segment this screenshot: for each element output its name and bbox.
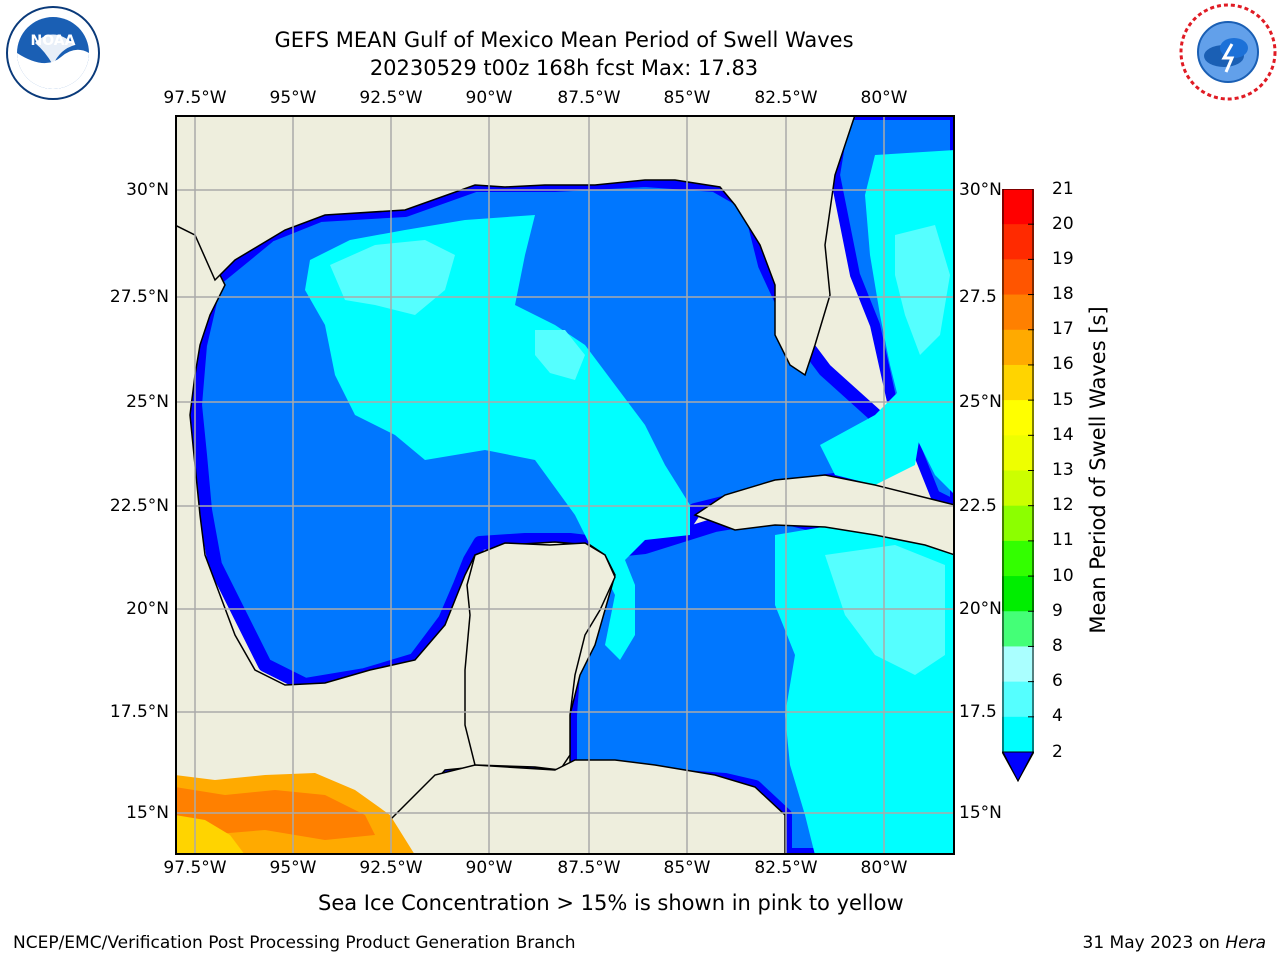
bahamas-cyan <box>820 385 925 485</box>
lat-label-left: 20°N <box>126 599 169 619</box>
colorbar-band <box>1002 294 1034 331</box>
colorbar-band <box>1002 259 1034 296</box>
colorbar-tick: 11 <box>1052 530 1074 550</box>
lat-label-left: 22.5°N <box>109 496 169 516</box>
colorbar-bands <box>1001 188 1035 783</box>
lon-label-top: 90°W <box>465 88 513 108</box>
lat-label-left: 25°N <box>126 392 169 412</box>
colorbar-frame <box>1002 188 1034 783</box>
lon-label-bottom: 92.5°W <box>359 858 423 878</box>
colorbar-band <box>1002 716 1034 753</box>
yucatan-land <box>464 542 616 771</box>
map-subtitle: 20230529 t00z 168h fcst Max: 17.83 <box>369 56 759 80</box>
colorbar-tick: 20 <box>1052 214 1074 234</box>
pacific-field-yellow <box>175 815 245 855</box>
lon-label-top: 82.5°W <box>754 88 818 108</box>
colorbar-band <box>1002 224 1034 260</box>
lon-label-bottom: 80°W <box>860 858 908 878</box>
lat-label-right: 25°N <box>959 392 1002 412</box>
colorbar-tick: 2 <box>1052 742 1063 762</box>
lat-label-right: 30°N <box>959 180 1002 200</box>
map-canvas <box>175 115 955 855</box>
map-gridlines <box>175 115 955 855</box>
colorbar-tick: 4 <box>1052 706 1063 726</box>
colorbar-band <box>1002 646 1034 683</box>
central-america-land <box>353 759 786 855</box>
lat-label-left: 17.5°N <box>109 702 169 722</box>
colorbar-band <box>1002 540 1034 577</box>
colorbar-band <box>1002 470 1034 507</box>
lat-label-left: 15°N <box>126 803 169 823</box>
colorbar-band <box>1002 364 1034 401</box>
lon-label-top: 87.5°W <box>557 88 621 108</box>
lon-label-top: 97.5°W <box>163 88 227 108</box>
atlantic-light-cyan <box>895 225 950 355</box>
colorbar-band <box>1002 681 1034 718</box>
colorbar-tick: 21 <box>1052 179 1074 199</box>
lon-label-bottom: 85°W <box>663 858 711 878</box>
colorbar-band <box>1002 576 1034 612</box>
lat-label-right: 22.5 <box>959 496 997 516</box>
lat-label-right: 17.5 <box>959 702 997 722</box>
footer-date-text: 31 May 2023 on <box>1082 933 1226 953</box>
colorbar-tick: 8 <box>1052 636 1063 656</box>
colorbar-band <box>1002 329 1034 366</box>
lat-label-right: 15°N <box>959 803 1002 823</box>
caribbean-light-cyan <box>825 545 945 675</box>
lon-label-bottom: 82.5°W <box>754 858 818 878</box>
colorbar-band <box>1002 505 1034 542</box>
map-title: GEFS MEAN Gulf of Mexico Mean Period of … <box>274 28 854 52</box>
lon-label-top: 85°W <box>663 88 711 108</box>
lat-label-left: 27.5°N <box>109 287 169 307</box>
svg-text:NOAA: NOAA <box>31 33 76 49</box>
lon-label-top: 92.5°W <box>359 88 423 108</box>
colorbar-tick: 16 <box>1052 354 1074 374</box>
colorbar-band <box>1002 435 1034 471</box>
us-gulf-coast-land <box>175 115 955 377</box>
colorbar-band <box>1002 189 1034 225</box>
footer-host: Hera <box>1225 933 1266 953</box>
lon-label-top: 95°W <box>269 88 317 108</box>
sea-ice-caption: Sea Ice Concentration > 15% is shown in … <box>318 891 904 915</box>
colorbar-tick: 15 <box>1052 390 1074 410</box>
colorbar-tick: 10 <box>1052 566 1074 586</box>
colorbar-tick: 13 <box>1052 460 1074 480</box>
map-panel <box>175 115 955 855</box>
colorbar-band <box>1002 611 1034 647</box>
colorbar-tick: 9 <box>1052 601 1063 621</box>
gulf-light-cyan-patch <box>535 330 585 380</box>
lon-label-bottom: 97.5°W <box>163 858 227 878</box>
colorbar-tick: 6 <box>1052 671 1063 691</box>
footer-date: 31 May 2023 on Hera <box>1083 933 1267 953</box>
nws-logo <box>1178 2 1278 102</box>
lon-label-bottom: 95°W <box>269 858 317 878</box>
map-frame <box>175 115 955 855</box>
colorbar-tick: 14 <box>1052 425 1074 445</box>
lon-label-top: 80°W <box>860 88 908 108</box>
colorbar <box>1001 188 1035 783</box>
lon-label-bottom: 87.5°W <box>557 858 621 878</box>
cuba-land <box>693 474 955 556</box>
colorbar-tick: 17 <box>1052 319 1074 339</box>
noaa-logo: NOAA <box>5 5 101 101</box>
lat-label-left: 30°N <box>126 180 169 200</box>
lon-label-bottom: 90°W <box>465 858 513 878</box>
lat-label-right: 20°N <box>959 599 1002 619</box>
colorbar-extend-arrow <box>1001 751 1035 783</box>
footer-credit: NCEP/EMC/Verification Post Processing Pr… <box>13 933 576 953</box>
lat-label-right: 27.5 <box>959 287 997 307</box>
colorbar-tick: 12 <box>1052 495 1074 515</box>
colorbar-tick: 18 <box>1052 284 1074 304</box>
colorbar-band <box>1002 400 1034 436</box>
colorbar-tick: 19 <box>1052 249 1074 269</box>
colorbar-label: Mean Period of Swell Waves [s] <box>1086 306 1110 634</box>
